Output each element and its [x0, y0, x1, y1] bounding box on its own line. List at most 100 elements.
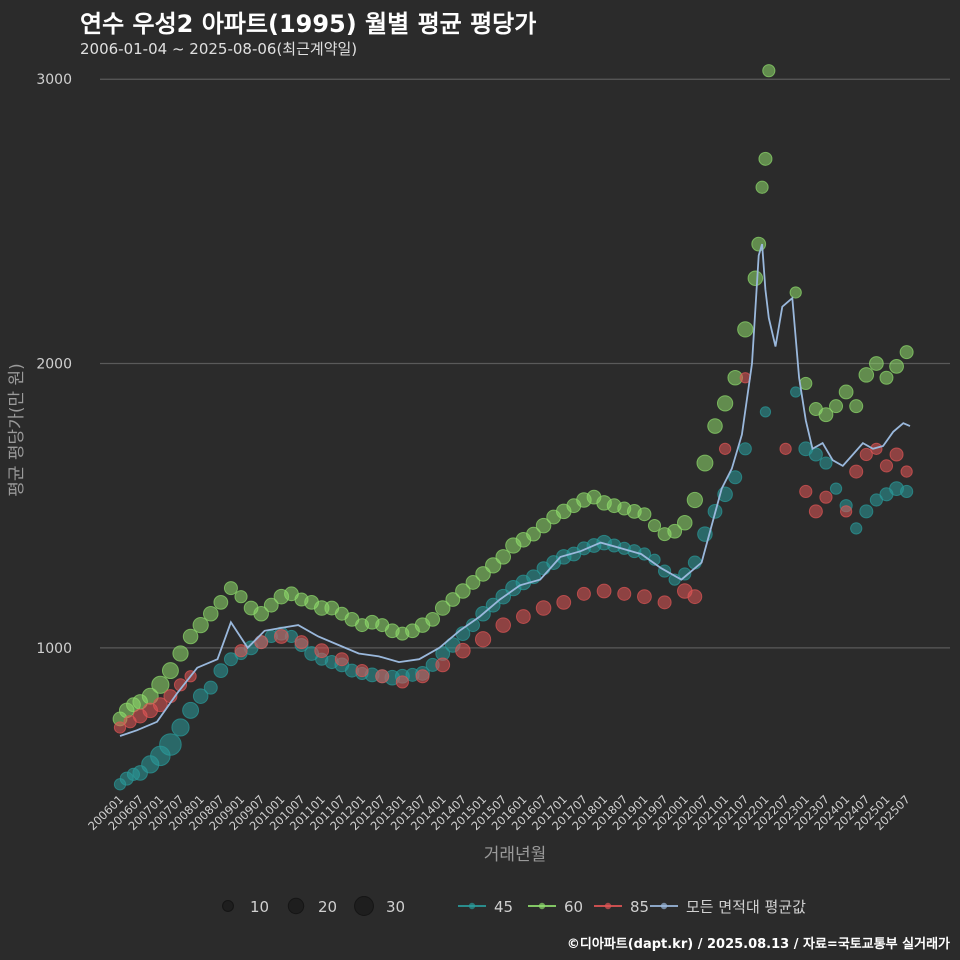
- data-point-45: [790, 386, 802, 398]
- data-point-60: [879, 370, 894, 385]
- data-point-85: [355, 664, 369, 678]
- legend-size-marker: [287, 897, 305, 915]
- data-point-45: [738, 442, 752, 456]
- data-point-85: [375, 669, 390, 684]
- data-point-45: [808, 447, 823, 462]
- data-point-60: [647, 519, 662, 533]
- data-point-60: [526, 526, 541, 542]
- data-point-45: [829, 482, 843, 495]
- data-point-60: [455, 583, 471, 599]
- data-point-60: [667, 523, 683, 539]
- data-point-85: [556, 594, 572, 610]
- legend-series-marker: [468, 902, 476, 910]
- data-point-60: [223, 581, 238, 596]
- data-point-85: [718, 442, 732, 455]
- data-point-85: [596, 583, 612, 599]
- data-point-60: [838, 384, 854, 400]
- y-tick-label: 2000: [36, 357, 72, 373]
- data-point-60: [737, 321, 754, 338]
- data-point-60: [899, 345, 914, 360]
- legend-series-label: 60: [564, 898, 583, 916]
- average-line: [119, 243, 911, 737]
- data-point-60: [858, 367, 875, 383]
- data-point-60: [434, 600, 451, 616]
- data-point-60: [755, 180, 769, 194]
- data-point-60: [253, 605, 269, 622]
- data-point-60: [202, 605, 219, 622]
- data-point-45: [182, 701, 200, 719]
- data-point-45: [850, 522, 863, 535]
- data-point-60: [445, 592, 461, 607]
- data-point-60: [151, 675, 170, 694]
- data-point-60: [495, 549, 512, 565]
- data-point-60: [747, 270, 764, 287]
- data-point-60: [637, 507, 652, 522]
- data-point-85: [395, 675, 409, 689]
- data-point-85: [799, 484, 813, 499]
- data-point-85: [819, 490, 833, 504]
- legend-series-marker: [604, 902, 612, 910]
- data-point-60: [263, 597, 279, 613]
- legend-series-label: 85: [630, 898, 649, 916]
- legend-series-marker: [538, 902, 546, 910]
- data-point-60: [868, 356, 884, 371]
- data-point-60: [161, 662, 179, 680]
- data-point-60: [535, 517, 552, 534]
- data-point-85: [415, 669, 430, 684]
- data-point-60: [234, 590, 248, 604]
- data-point-45: [859, 504, 874, 519]
- data-point-60: [716, 395, 734, 412]
- legend-series-marker: [660, 902, 668, 910]
- data-point-45: [213, 663, 229, 678]
- data-point-85: [234, 644, 248, 658]
- data-point-85: [535, 600, 552, 616]
- data-point-60: [172, 645, 189, 662]
- legend-size-label: 10: [250, 898, 269, 916]
- data-point-45: [192, 688, 209, 704]
- data-point-85: [657, 595, 672, 610]
- y-axis-title: 평균 평당가(만 원): [7, 363, 27, 497]
- legend-size-marker: [222, 900, 234, 912]
- y-tick-label: 3000: [36, 72, 72, 88]
- x-axis-title: 거래년월: [484, 845, 547, 865]
- data-point-60: [192, 616, 209, 634]
- data-point-85: [152, 697, 168, 713]
- data-point-45: [678, 567, 692, 581]
- data-point-85: [173, 678, 188, 692]
- data-point-60: [485, 557, 502, 574]
- data-point-85: [334, 652, 349, 667]
- legend-size-label: 20: [318, 898, 337, 916]
- data-point-85: [637, 589, 652, 605]
- data-point-60: [686, 491, 703, 509]
- data-point-85: [859, 447, 873, 462]
- data-point-85: [516, 609, 531, 624]
- data-point-85: [849, 464, 864, 479]
- data-point-85: [113, 721, 127, 734]
- data-point-60: [762, 64, 776, 78]
- data-point-45: [203, 680, 218, 695]
- data-point-85: [474, 631, 492, 648]
- data-point-45: [900, 484, 914, 499]
- data-point-85: [879, 459, 894, 473]
- data-point-60: [818, 407, 834, 423]
- data-point-60: [213, 594, 229, 610]
- data-point-45: [171, 718, 190, 737]
- data-point-85: [870, 442, 883, 455]
- legend-size-marker: [354, 896, 374, 916]
- data-point-85: [435, 657, 451, 673]
- data-point-60: [849, 399, 864, 414]
- legend-size-label: 30: [386, 898, 405, 916]
- data-point-85: [314, 643, 330, 659]
- data-point-60: [889, 358, 904, 374]
- data-point-60: [696, 454, 714, 472]
- data-point-60: [676, 514, 693, 531]
- data-point-45: [819, 456, 833, 470]
- data-point-60: [758, 151, 773, 166]
- y-tick-label: 1000: [36, 641, 72, 657]
- data-point-60: [829, 399, 844, 414]
- data-point-60: [751, 236, 767, 252]
- legend-series-label: 모든 면적대 평균값: [686, 898, 806, 916]
- data-point-85: [839, 505, 853, 518]
- source-credit: ©디아파트(dapt.kr) / 2025.08.13 / 자료=국토교통부 실…: [566, 937, 950, 952]
